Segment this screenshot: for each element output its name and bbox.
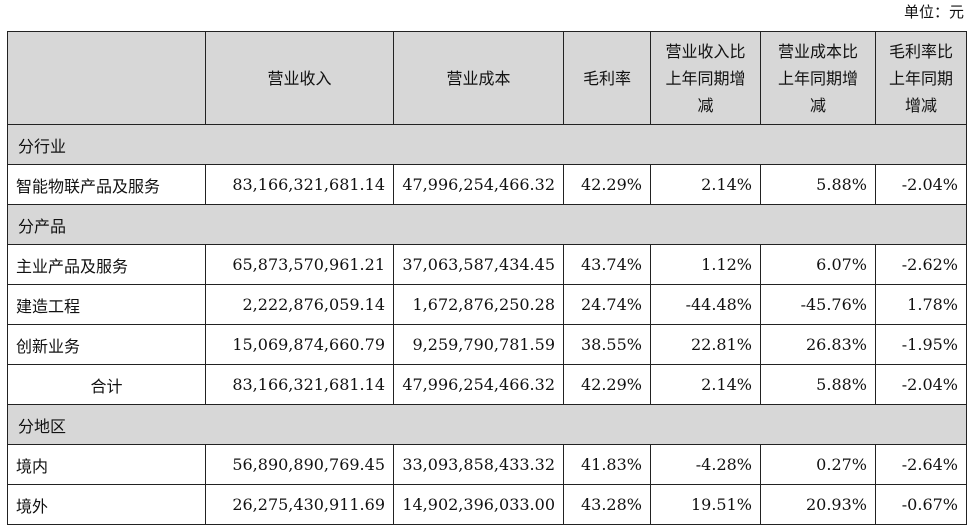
row-name: 境外 [7, 484, 206, 525]
section-title: 分产品 [7, 204, 967, 245]
cost-cell: 33,093,858,433.32 [393, 444, 564, 485]
cost-change-cell: 5.88% [760, 164, 876, 205]
header-margin-change: 毛利率比 上年同期 增减 [875, 31, 967, 125]
cost-cell: 37,063,587,434.45 [393, 244, 564, 285]
revenue-cell: 83,166,321,681.14 [205, 364, 394, 405]
margin-cell: 24.74% [563, 284, 651, 325]
revenue-cell: 56,890,890,769.45 [205, 444, 394, 485]
row-name: 境内 [7, 444, 206, 485]
revenue-change-cell: -4.28% [650, 444, 761, 485]
cost-cell: 9,259,790,781.59 [393, 324, 564, 365]
margin-change-cell: -2.04% [875, 164, 967, 205]
revenue-change-cell: 1.12% [650, 244, 761, 285]
cost-change-cell: 26.83% [760, 324, 876, 365]
row-name: 建造工程 [7, 284, 206, 325]
total-row: 合计 83,166,321,681.14 47,996,254,466.32 4… [7, 364, 967, 405]
row-name: 创新业务 [7, 324, 206, 365]
revenue-change-cell: 2.14% [650, 364, 761, 405]
section-title: 分地区 [7, 404, 967, 445]
row-name: 智能物联产品及服务 [7, 164, 206, 205]
revenue-change-cell: 22.81% [650, 324, 761, 365]
revenue-cost-table: 营业收入 营业成本 毛利率 营业收入比 上年同期增 减 营业成本比 上年同期增 … [7, 31, 967, 525]
table-header-row: 营业收入 营业成本 毛利率 营业收入比 上年同期增 减 营业成本比 上年同期增 … [7, 31, 967, 125]
margin-change-cell: -0.67% [875, 484, 967, 525]
section-row-region: 分地区 [7, 404, 967, 445]
header-gross-margin: 毛利率 [563, 31, 651, 125]
row-name: 主业产品及服务 [7, 244, 206, 285]
cost-change-cell: 20.93% [760, 484, 876, 525]
margin-cell: 42.29% [563, 364, 651, 405]
cost-cell: 1,672,876,250.28 [393, 284, 564, 325]
margin-change-cell: 1.78% [875, 284, 967, 325]
revenue-cell: 2,222,876,059.14 [205, 284, 394, 325]
header-cost-change: 营业成本比 上年同期增 减 [760, 31, 876, 125]
cost-change-cell: 0.27% [760, 444, 876, 485]
header-cost: 营业成本 [393, 31, 564, 125]
margin-cell: 43.74% [563, 244, 651, 285]
margin-change-cell: -2.64% [875, 444, 967, 485]
table-row: 境内 56,890,890,769.45 33,093,858,433.32 4… [7, 444, 967, 485]
table-row: 智能物联产品及服务 83,166,321,681.14 47,996,254,4… [7, 164, 967, 205]
cost-cell: 47,996,254,466.32 [393, 364, 564, 405]
unit-label: 单位：元 [903, 3, 964, 21]
margin-cell: 38.55% [563, 324, 651, 365]
table-row: 建造工程 2,222,876,059.14 1,672,876,250.28 2… [7, 284, 967, 325]
header-revenue-change: 营业收入比 上年同期增 减 [650, 31, 761, 125]
revenue-change-cell: -44.48% [650, 284, 761, 325]
margin-cell: 41.83% [563, 444, 651, 485]
header-revenue: 营业收入 [205, 31, 394, 125]
table-row: 境外 26,275,430,911.69 14,902,396,033.00 4… [7, 484, 967, 525]
revenue-cell: 65,873,570,961.21 [205, 244, 394, 285]
margin-cell: 42.29% [563, 164, 651, 205]
margin-change-cell: -2.62% [875, 244, 967, 285]
revenue-cell: 26,275,430,911.69 [205, 484, 394, 525]
revenue-cell: 83,166,321,681.14 [205, 164, 394, 205]
section-row-product: 分产品 [7, 204, 967, 245]
revenue-cell: 15,069,874,660.79 [205, 324, 394, 365]
cost-change-cell: 5.88% [760, 364, 876, 405]
table-row: 创新业务 15,069,874,660.79 9,259,790,781.59 … [7, 324, 967, 365]
margin-change-cell: -2.04% [875, 364, 967, 405]
cost-cell: 14,902,396,033.00 [393, 484, 564, 525]
total-label: 合计 [7, 364, 206, 405]
revenue-change-cell: 2.14% [650, 164, 761, 205]
revenue-change-cell: 19.51% [650, 484, 761, 525]
margin-change-cell: -1.95% [875, 324, 967, 365]
section-row-industry: 分行业 [7, 124, 967, 165]
cost-change-cell: 6.07% [760, 244, 876, 285]
header-blank-cell [7, 31, 206, 125]
cost-change-cell: -45.76% [760, 284, 876, 325]
margin-cell: 43.28% [563, 484, 651, 525]
section-title: 分行业 [7, 124, 967, 165]
table-row: 主业产品及服务 65,873,570,961.21 37,063,587,434… [7, 244, 967, 285]
cost-cell: 47,996,254,466.32 [393, 164, 564, 205]
